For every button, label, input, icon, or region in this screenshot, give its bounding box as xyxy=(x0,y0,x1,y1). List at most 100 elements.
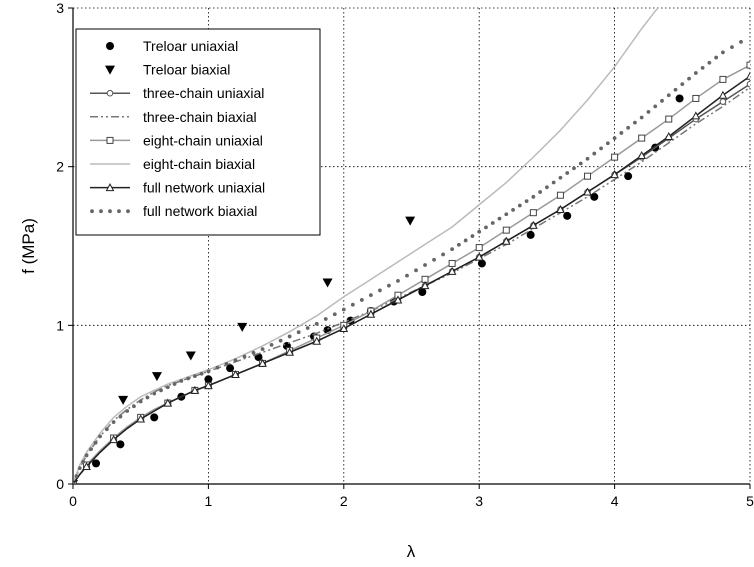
data-point xyxy=(332,312,337,317)
legend-swatch-marker xyxy=(105,65,115,75)
legend-item: Treloar uniaxial xyxy=(106,38,238,54)
data-point xyxy=(526,230,535,239)
data-point xyxy=(151,372,162,382)
data-point xyxy=(484,225,488,230)
data-point xyxy=(746,80,750,88)
data-point xyxy=(497,216,502,221)
data-point xyxy=(92,459,101,468)
data-point xyxy=(199,371,204,376)
data-point xyxy=(745,71,750,80)
data-point xyxy=(405,216,416,226)
data-point xyxy=(511,208,515,212)
data-point xyxy=(665,115,673,123)
x-tick-label: 5 xyxy=(746,493,754,509)
data-point xyxy=(405,273,409,278)
data-point xyxy=(638,134,646,142)
series-eight-chain-biaxial xyxy=(73,8,659,484)
data-point xyxy=(118,414,123,419)
data-point xyxy=(719,98,727,105)
data-point xyxy=(583,187,592,196)
data-point xyxy=(366,309,376,318)
data-point xyxy=(136,414,146,423)
data-point xyxy=(599,146,603,151)
legend-swatch-dot xyxy=(126,209,130,214)
y-tick-label: 0 xyxy=(56,476,64,492)
axes xyxy=(68,7,751,489)
data-point xyxy=(118,395,129,405)
series-line xyxy=(73,8,659,484)
series-three-chain-biaxial xyxy=(73,86,750,484)
data-point xyxy=(556,204,565,214)
data-point xyxy=(490,221,495,225)
data-point xyxy=(145,395,150,400)
legend-item: three-chain biaxial xyxy=(90,109,257,125)
data-point xyxy=(714,55,719,60)
legend-label: three-chain biaxial xyxy=(143,109,257,125)
data-point xyxy=(111,420,116,425)
data-point xyxy=(150,413,159,422)
data-point xyxy=(633,120,637,125)
data-point xyxy=(441,252,445,257)
data-point xyxy=(359,298,364,302)
data-point xyxy=(206,369,211,374)
data-point xyxy=(233,358,238,363)
data-point xyxy=(545,185,549,190)
data-point xyxy=(584,172,592,180)
series-layer xyxy=(73,8,750,484)
data-point xyxy=(231,369,240,379)
legend-item: full network uniaxial xyxy=(90,180,265,196)
data-point xyxy=(693,71,698,75)
data-point xyxy=(84,453,89,458)
data-point xyxy=(215,365,220,370)
data-point xyxy=(192,374,197,379)
data-point xyxy=(746,61,750,69)
data-point xyxy=(502,226,510,234)
legend-label: eight-chain uniaxial xyxy=(143,132,263,148)
data-point xyxy=(572,166,576,171)
data-point xyxy=(639,115,644,120)
data-point xyxy=(504,212,509,217)
data-point xyxy=(98,434,102,439)
data-point xyxy=(116,440,125,449)
y-tick-labels: 0 1 2 3 xyxy=(56,0,64,492)
data-point xyxy=(524,199,529,204)
data-point xyxy=(74,474,79,478)
data-point xyxy=(538,190,543,194)
legend-label: Treloar biaxial xyxy=(143,62,230,78)
data-point xyxy=(423,263,427,267)
data-point xyxy=(285,347,294,356)
data-point xyxy=(619,131,624,135)
data-point xyxy=(179,378,184,383)
data-point xyxy=(185,351,196,361)
x-axis-title: λ xyxy=(407,542,416,561)
data-point xyxy=(470,234,475,238)
data-point xyxy=(77,466,82,471)
data-point xyxy=(109,435,118,444)
data-point xyxy=(477,229,482,234)
data-point xyxy=(563,211,572,220)
data-point xyxy=(278,338,283,343)
legend-label: three-chain uniaxial xyxy=(143,85,264,101)
data-point xyxy=(396,279,400,283)
data-point xyxy=(612,136,617,141)
data-point xyxy=(260,347,265,352)
legend-item: eight-chain uniaxial xyxy=(90,132,263,148)
data-point xyxy=(163,398,173,407)
data-point xyxy=(341,307,346,312)
data-point xyxy=(432,257,436,262)
data-point xyxy=(529,220,538,229)
data-point xyxy=(653,104,658,109)
series-line xyxy=(73,75,750,484)
data-point xyxy=(287,334,292,339)
data-point xyxy=(418,288,427,297)
data-point xyxy=(450,247,455,252)
series-full-network-biaxial xyxy=(73,39,743,484)
data-point xyxy=(204,375,213,384)
legend-item: Treloar biaxial xyxy=(105,62,230,78)
data-point xyxy=(558,175,563,180)
legend-item: three-chain uniaxial xyxy=(90,85,264,101)
data-point xyxy=(89,447,93,451)
data-point xyxy=(237,322,248,332)
data-point xyxy=(680,82,685,87)
